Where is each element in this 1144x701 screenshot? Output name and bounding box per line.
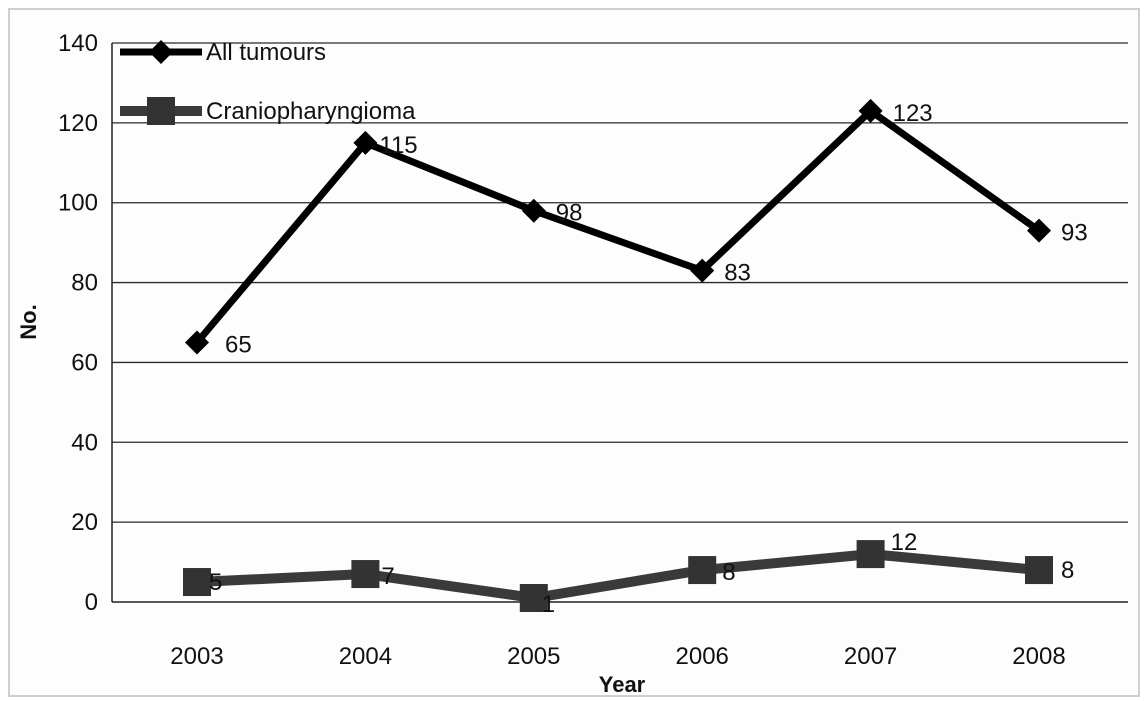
square-marker xyxy=(147,97,175,125)
data-label: 98 xyxy=(556,200,583,227)
y-tick-label: 100 xyxy=(58,190,98,217)
data-label: 7 xyxy=(381,563,394,590)
y-tick-label: 140 xyxy=(58,30,98,57)
y-tick-label: 20 xyxy=(71,509,98,536)
diamond-marker xyxy=(353,130,378,155)
data-label: 8 xyxy=(1061,557,1074,584)
y-tick-label: 120 xyxy=(58,110,98,137)
data-label: 1 xyxy=(542,591,555,618)
square-marker xyxy=(183,568,211,597)
diamond-marker xyxy=(858,98,883,123)
diamond-marker xyxy=(149,40,173,64)
axes: 0 20 40 60 80 100 120 140 2003 2004 2005 2006 2007 20… xyxy=(58,30,1128,670)
series-layer xyxy=(183,98,1053,613)
data-label: 12 xyxy=(891,529,918,556)
square-marker xyxy=(856,540,885,569)
gridlines xyxy=(112,42,1128,523)
diamond-marker xyxy=(185,330,209,355)
square-marker xyxy=(1025,556,1053,585)
data-label: 8 xyxy=(722,559,735,586)
x-tick-label: 2007 xyxy=(844,643,897,670)
y-axis-title: No. xyxy=(16,304,41,339)
legend-label: All tumours xyxy=(206,39,326,66)
x-tick-label: 2006 xyxy=(676,643,729,670)
x-tick-label: 2005 xyxy=(507,643,560,670)
data-label: 93 xyxy=(1061,220,1088,247)
series-line-craniopharyngioma xyxy=(196,549,1040,604)
x-axis-title: Year xyxy=(599,672,646,697)
square-marker xyxy=(688,556,717,585)
y-tick-label: 60 xyxy=(71,349,98,376)
x-tick-label: 2004 xyxy=(339,643,392,670)
square-marker xyxy=(519,584,548,613)
square-marker xyxy=(351,560,380,589)
x-tick-label: 2008 xyxy=(1012,643,1065,670)
series-line-all-tumours xyxy=(194,107,1042,345)
y-tick-label: 0 xyxy=(85,589,98,616)
data-label: 115 xyxy=(379,132,417,159)
y-tick-label: 80 xyxy=(71,270,98,297)
data-label: 5 xyxy=(209,569,222,596)
data-labels: 65 115 98 83 123 93 5 7 1 8 12 8 xyxy=(209,100,1088,618)
y-tick-label: 40 xyxy=(71,429,98,456)
legend-label: Craniopharyngioma xyxy=(206,98,416,125)
data-label: 83 xyxy=(724,260,751,287)
diamond-marker xyxy=(690,258,715,283)
data-label: 123 xyxy=(893,100,933,127)
diamond-marker xyxy=(521,198,546,223)
legend: All tumours Craniopharyngioma xyxy=(120,39,416,125)
data-label: 65 xyxy=(225,331,252,358)
x-tick-label: 2003 xyxy=(170,643,223,670)
diamond-marker xyxy=(1027,218,1051,243)
